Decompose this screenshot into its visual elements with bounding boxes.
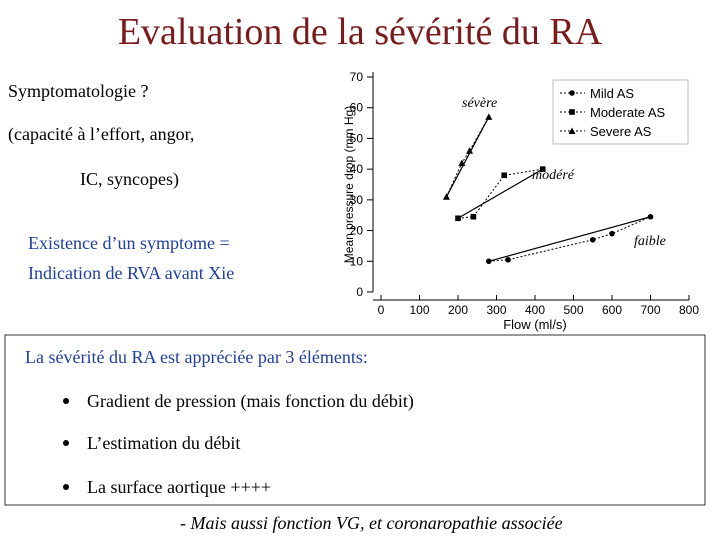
marker [470,213,477,220]
x-tick-label: 400 [525,303,545,317]
bullet [63,484,69,490]
legend-label: Mild AS [590,86,634,101]
legend-label: Severe AS [590,124,652,139]
marker [589,236,596,243]
y-tick-label: 60 [350,101,364,115]
series-line [488,216,651,262]
x-tick-label: 0 [378,303,385,317]
marker [647,213,654,220]
y-tick-label: 20 [350,224,364,238]
legend-marker [568,127,576,134]
legend-label: Moderate AS [590,105,665,120]
trend-line [457,168,544,219]
legend-marker [569,109,575,115]
y-tick-label: 0 [356,285,363,299]
bullet-text: L’estimation du débit [87,433,240,453]
legend-box [552,79,689,145]
annotation: faible [634,234,666,249]
bullet [63,440,69,446]
bullet [63,398,69,404]
series-line [445,116,490,197]
y-tick-label: 50 [350,131,364,145]
annotation: sévère [462,96,497,111]
marker [466,147,474,154]
bullet-text: La surface aortique ++++ [87,477,271,497]
annotation: modéré [532,168,575,183]
x-tick-label: 300 [486,303,506,317]
marker [501,172,507,179]
y-tick-label: 70 [350,70,364,84]
y-tick-label: 10 [350,254,364,268]
x-tick-label: 600 [602,303,622,317]
series-line [457,168,543,219]
box-heading: La sévérité du RA est appréciée par 3 él… [25,347,368,367]
y-axis-label: Mean pressure drop (mm Hg) [342,106,356,263]
y-tick-label: 40 [350,162,364,176]
x-axis-label: Flow (ml/s) [503,317,567,332]
highlight-text: Indication de RVA avant Xie [28,263,234,283]
trend-line [488,216,651,262]
slide-title: Evaluation de la sévérité du RA [118,11,603,53]
marker [505,256,511,263]
left-text: IC, syncopes) [80,169,179,190]
content-box [4,334,706,506]
marker [442,193,450,200]
y-tick-label: 30 [350,193,364,207]
marker [458,159,466,166]
marker [539,166,546,172]
highlight-text: Existence d’un symptome = [28,233,230,253]
x-tick-label: 800 [679,303,699,317]
marker [455,215,461,222]
trend-line [445,116,490,198]
x-tick-label: 100 [409,303,429,317]
x-tick-label: 200 [448,303,468,317]
x-tick-label: 500 [563,303,583,317]
x-tick-label: 700 [640,303,660,317]
legend-marker [569,90,575,96]
marker [485,113,493,120]
marker [609,230,615,237]
left-text: Symptomatologie ? [8,81,148,101]
marker [486,258,492,265]
left-text: (capacité à l’effort, angor, [8,124,194,145]
footer: - Mais aussi fonction VG, et coronaropat… [180,513,563,533]
bullet-text: Gradient de pression (mais fonction du d… [87,391,414,412]
